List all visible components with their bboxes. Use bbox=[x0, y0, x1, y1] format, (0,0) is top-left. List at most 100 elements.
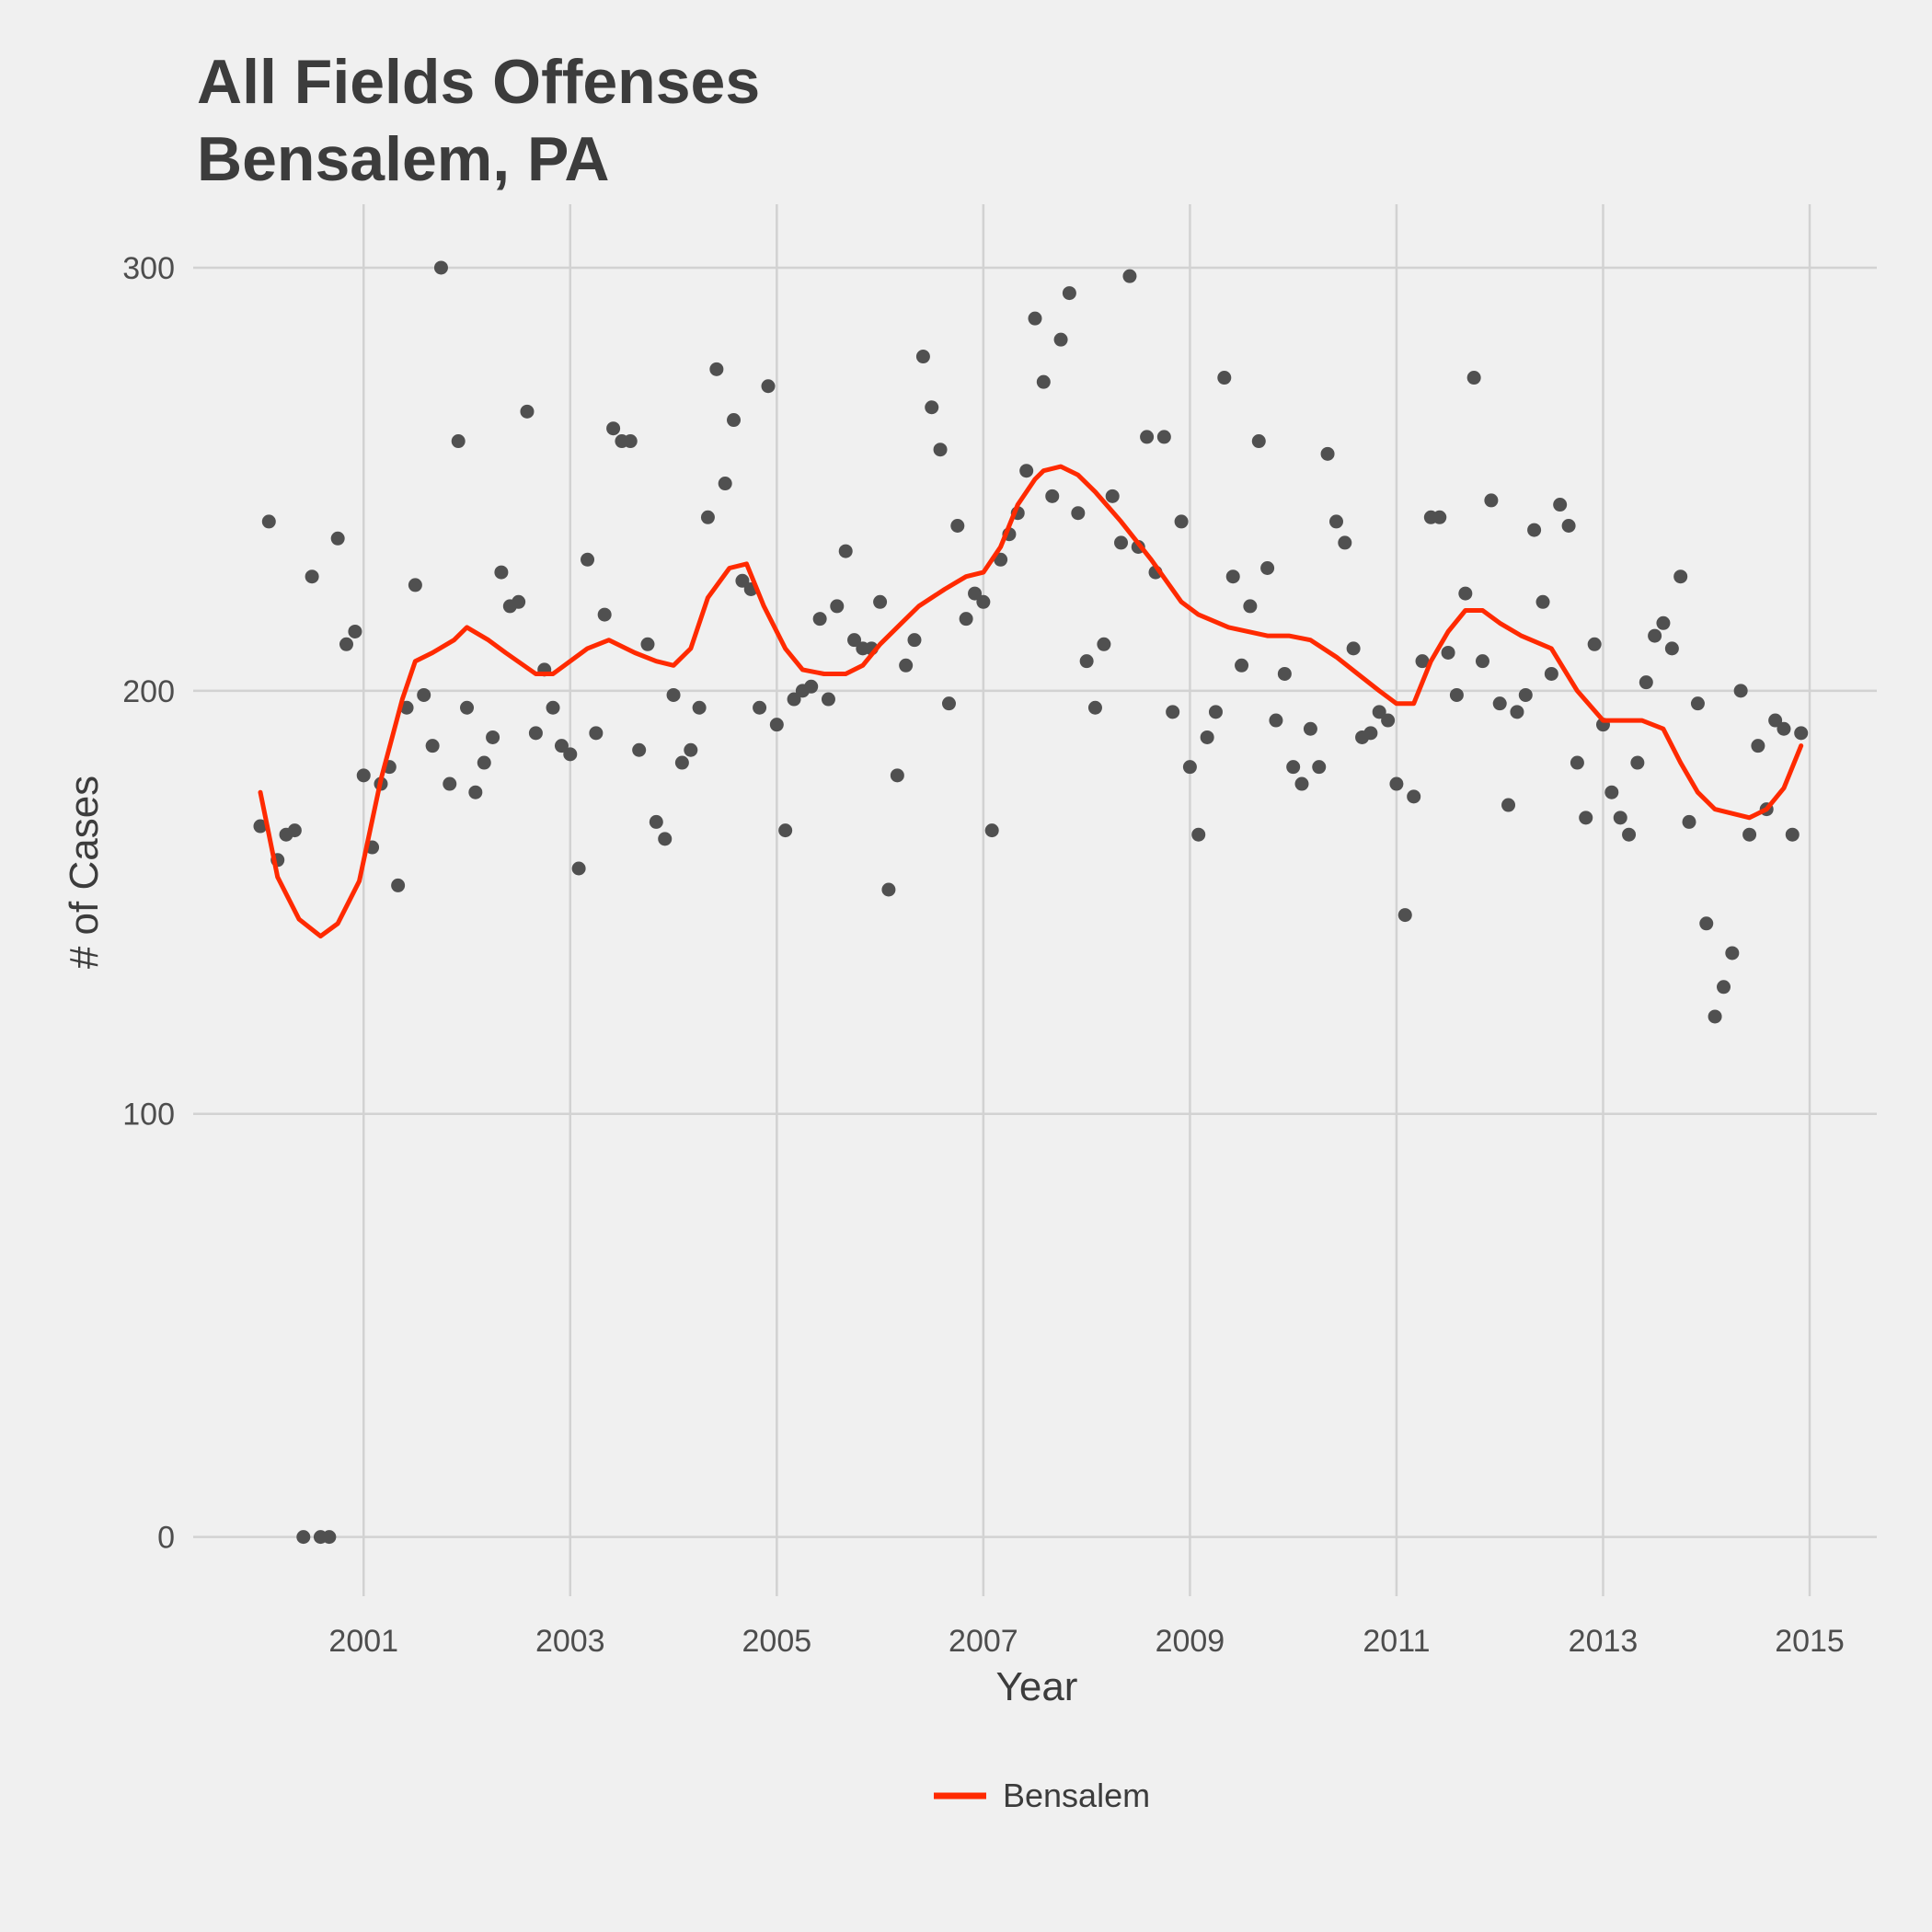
data-point bbox=[684, 742, 698, 757]
data-point bbox=[1140, 430, 1155, 444]
y-tick-label-200: 200 bbox=[122, 674, 175, 709]
data-point bbox=[1191, 827, 1206, 842]
data-point bbox=[787, 692, 801, 707]
data-point bbox=[1742, 827, 1757, 842]
data-point bbox=[632, 742, 647, 757]
data-point bbox=[718, 477, 732, 491]
data-point bbox=[1269, 713, 1283, 728]
data-point bbox=[941, 696, 956, 711]
data-point bbox=[417, 687, 431, 702]
data-point bbox=[838, 544, 853, 558]
data-point bbox=[1690, 696, 1705, 711]
data-point bbox=[925, 400, 939, 415]
chart-title: All Fields Offenses bbox=[197, 47, 760, 117]
data-point bbox=[658, 832, 673, 846]
chart-subtitle: Bensalem, PA bbox=[197, 124, 609, 194]
data-point bbox=[649, 814, 663, 829]
y-tick-labels: 0 100 200 300 bbox=[122, 251, 175, 1556]
data-point bbox=[468, 785, 483, 799]
data-point bbox=[812, 612, 827, 627]
data-point bbox=[589, 726, 604, 741]
data-point bbox=[477, 755, 491, 770]
data-point bbox=[623, 434, 638, 449]
data-point bbox=[486, 730, 500, 744]
data-point bbox=[1639, 675, 1653, 690]
data-point bbox=[330, 531, 345, 546]
data-point bbox=[915, 350, 930, 364]
data-point bbox=[709, 362, 724, 376]
data-point bbox=[1544, 666, 1558, 681]
data-point bbox=[1087, 700, 1102, 715]
data-point bbox=[1019, 464, 1034, 478]
data-point bbox=[563, 747, 578, 762]
data-point bbox=[425, 739, 440, 753]
data-point bbox=[950, 519, 965, 534]
data-point bbox=[1613, 811, 1627, 825]
x-tick-label-2007: 2007 bbox=[949, 1624, 1018, 1659]
data-point bbox=[735, 573, 750, 588]
data-point bbox=[1785, 827, 1800, 842]
data-point bbox=[1156, 430, 1171, 444]
data-point bbox=[1053, 332, 1068, 347]
data-point bbox=[1777, 721, 1791, 736]
data-point bbox=[1397, 908, 1412, 923]
x-tick-label-2005: 2005 bbox=[742, 1624, 812, 1659]
data-point bbox=[847, 633, 862, 648]
data-point bbox=[1097, 637, 1111, 651]
data-point bbox=[520, 404, 535, 419]
data-point bbox=[959, 612, 973, 627]
y-axis-title: # of Cases bbox=[62, 776, 107, 969]
data-point bbox=[408, 578, 422, 592]
data-point bbox=[1225, 569, 1240, 584]
data-point bbox=[528, 726, 543, 741]
data-point bbox=[1484, 493, 1499, 508]
data-point bbox=[1251, 434, 1266, 449]
data-point bbox=[1733, 684, 1748, 698]
data-point bbox=[873, 594, 888, 609]
data-point bbox=[890, 768, 904, 783]
y-gridlines bbox=[193, 266, 1877, 1538]
x-tick-label-2001: 2001 bbox=[328, 1624, 398, 1659]
data-point bbox=[305, 569, 319, 584]
data-point bbox=[1166, 705, 1180, 719]
data-point bbox=[1432, 510, 1447, 524]
data-point bbox=[1174, 514, 1189, 529]
data-point bbox=[1235, 658, 1249, 673]
data-point bbox=[821, 692, 835, 707]
y-tick-label-0: 0 bbox=[157, 1521, 175, 1556]
data-point bbox=[1079, 654, 1094, 669]
data-point bbox=[348, 624, 362, 638]
x-tick-labels: 2001 2003 2005 2007 2009 2011 2013 2015 bbox=[328, 1624, 1844, 1659]
data-point bbox=[1622, 827, 1637, 842]
data-point bbox=[253, 819, 268, 834]
trend-line-bensalem bbox=[258, 464, 1804, 939]
data-point bbox=[1028, 311, 1042, 326]
data-points bbox=[253, 260, 1809, 1545]
data-point bbox=[1518, 687, 1533, 702]
data-point bbox=[339, 637, 353, 651]
data-point bbox=[1527, 523, 1542, 537]
data-point bbox=[1200, 730, 1214, 744]
data-point bbox=[761, 379, 776, 394]
x-tick-label-2013: 2013 bbox=[1569, 1624, 1639, 1659]
data-point bbox=[666, 687, 681, 702]
data-point bbox=[512, 594, 526, 609]
data-point bbox=[1708, 1009, 1722, 1024]
x-tick-label-2009: 2009 bbox=[1156, 1624, 1225, 1659]
data-point bbox=[571, 861, 586, 876]
data-point bbox=[1277, 666, 1292, 681]
data-point bbox=[1510, 705, 1524, 719]
data-point bbox=[1794, 726, 1809, 741]
data-point bbox=[700, 510, 715, 524]
data-point bbox=[1045, 489, 1060, 503]
data-point bbox=[968, 586, 983, 601]
data-point bbox=[1587, 637, 1602, 651]
data-point bbox=[907, 633, 922, 648]
data-point bbox=[1303, 721, 1317, 736]
x-tick-label-2015: 2015 bbox=[1775, 1624, 1845, 1659]
data-point bbox=[433, 260, 448, 275]
data-point bbox=[1036, 374, 1051, 389]
data-point bbox=[692, 700, 707, 715]
